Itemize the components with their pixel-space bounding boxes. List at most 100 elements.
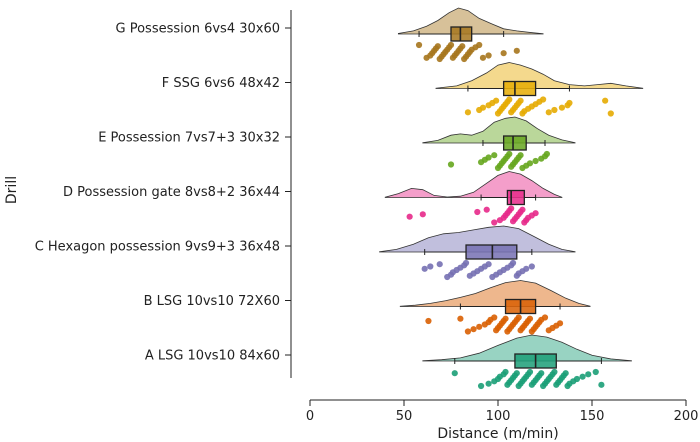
density-cloud — [379, 225, 576, 253]
rain-point — [483, 206, 490, 213]
x-tick-label: 100 — [486, 409, 511, 424]
rain-point — [551, 106, 558, 114]
category-label: D Possession gate 8vs8+2 36x44 — [63, 185, 280, 200]
density-cloud — [384, 171, 563, 198]
rain-point — [476, 41, 483, 49]
rain-point — [506, 150, 513, 158]
rain-point — [526, 315, 534, 322]
rain-point — [502, 368, 509, 376]
rain-point — [415, 41, 423, 49]
rain-point — [485, 261, 492, 268]
rain-point — [513, 47, 520, 54]
box-iqr — [465, 244, 518, 260]
rain-point — [502, 315, 509, 322]
category-label: A LSG 10vs10 84x60 — [145, 349, 280, 364]
series-group: A LSG 10vs10 84x60 — [145, 334, 632, 390]
density-cloud — [397, 7, 544, 35]
rain-point — [493, 97, 500, 104]
rain-point — [562, 370, 569, 377]
rain-point — [459, 43, 466, 50]
rain-point — [434, 43, 441, 50]
rain-point — [541, 314, 549, 321]
x-tick-label: 50 — [396, 409, 413, 424]
rain-point — [421, 265, 428, 272]
rain-point — [485, 52, 492, 59]
rain-point — [462, 259, 470, 267]
x-tick-label: 0 — [306, 409, 314, 424]
ticks-layer: 0 50 100 150 200 — [306, 400, 699, 424]
rain-point — [602, 97, 609, 104]
rain-point — [556, 320, 564, 327]
rain-point — [500, 50, 507, 57]
rain-point — [406, 213, 413, 220]
series-group: F SSG 6vs6 48x42 — [162, 62, 644, 117]
series-group: G Possession 6vs4 30x60 — [116, 7, 544, 63]
rain-point — [526, 368, 534, 376]
rain-point — [451, 370, 458, 377]
rain-point — [558, 104, 566, 111]
series-group: E Possession 7vs7+3 30x32 — [98, 116, 576, 172]
rain-point — [447, 161, 455, 168]
rain-point — [513, 370, 520, 377]
density-cloud — [422, 334, 632, 362]
box-iqr — [502, 135, 527, 151]
rain-point — [509, 259, 517, 267]
rain-point — [526, 160, 534, 167]
box-iqr — [506, 189, 525, 206]
density-cloud — [399, 280, 591, 307]
rain-point — [425, 317, 432, 325]
axes-layer — [290, 10, 686, 401]
rain-point — [464, 328, 472, 335]
rain-point — [592, 368, 599, 376]
rain-point — [427, 263, 434, 270]
rain-point — [470, 326, 477, 333]
rain-point — [532, 157, 539, 165]
rain-point — [485, 154, 492, 161]
rain-point — [436, 261, 443, 268]
rain-point — [551, 368, 558, 376]
rain-point — [479, 104, 487, 111]
x-axis-title: Distance (m/min) — [437, 426, 558, 442]
rain-point — [515, 314, 522, 321]
rain-point — [545, 109, 552, 116]
y-axis-title: Drill — [4, 176, 20, 204]
rain-point — [474, 208, 481, 216]
density-cloud — [422, 116, 576, 144]
category-label: C Hexagon possession 9vs9+3 36x48 — [35, 240, 280, 255]
rain-point — [566, 99, 573, 107]
rain-point — [506, 96, 513, 103]
rain-point — [479, 54, 487, 61]
rain-point — [517, 97, 524, 104]
category-label: G Possession 6vs4 30x60 — [116, 22, 280, 37]
rain-point — [517, 152, 524, 159]
rain-point — [491, 152, 498, 159]
rain-point — [519, 206, 526, 213]
rain-point — [573, 375, 581, 383]
rain-point — [585, 371, 592, 378]
rain-point — [419, 211, 426, 218]
rain-point — [447, 41, 455, 49]
category-label: E Possession 7vs7+3 30x32 — [98, 131, 280, 146]
category-label: F SSG 6vs6 48x42 — [162, 76, 280, 91]
rain-point — [538, 370, 545, 377]
box-iqr — [502, 80, 537, 97]
rain-point — [579, 373, 586, 380]
series-group: D Possession gate 8vs8+2 36x44 — [63, 171, 563, 226]
rain-point — [607, 110, 614, 117]
rain-point — [508, 205, 515, 212]
box-iqr — [450, 26, 473, 42]
rain-point — [523, 265, 530, 272]
rain-point — [543, 150, 550, 158]
rain-point — [491, 314, 498, 321]
rain-point — [540, 96, 547, 103]
rain-point — [491, 219, 498, 226]
density-cloud — [435, 62, 644, 89]
rain-point — [598, 381, 605, 388]
rain-point — [532, 210, 539, 217]
category-label: B LSG 10vs10 72X60 — [144, 294, 280, 309]
rain-point — [528, 263, 535, 270]
x-tick-label: 200 — [674, 409, 699, 424]
rain-point — [476, 323, 483, 330]
rain-point — [477, 382, 485, 390]
